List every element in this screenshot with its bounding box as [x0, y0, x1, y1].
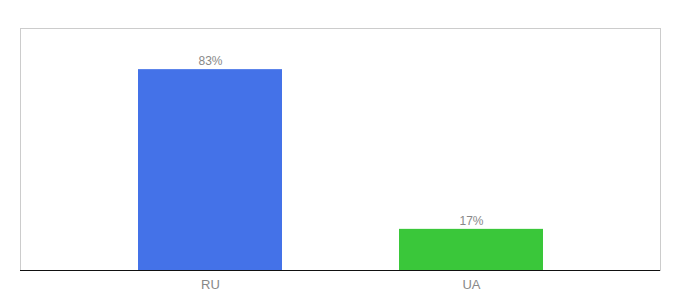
- svg-text:17%: 17%: [459, 214, 483, 228]
- svg-text:83%: 83%: [198, 54, 222, 68]
- svg-text:RU: RU: [201, 277, 220, 292]
- svg-text:UA: UA: [462, 277, 480, 292]
